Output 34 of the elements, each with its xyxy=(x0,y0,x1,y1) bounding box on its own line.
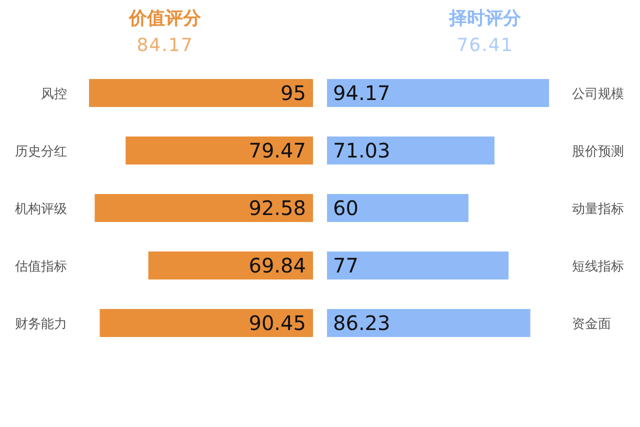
chart-title: 择时评分 xyxy=(448,8,522,29)
y-tick-label: 财务能力 xyxy=(15,317,67,332)
data-label: 95 xyxy=(280,81,306,105)
y-tick-label: 机构评级 xyxy=(15,202,67,217)
data-label: 71.03 xyxy=(333,138,390,162)
bar xyxy=(327,136,494,164)
data-label: 86.23 xyxy=(333,311,390,335)
data-label: 90.45 xyxy=(248,311,306,335)
data-label: 79.47 xyxy=(248,138,306,162)
bar xyxy=(148,252,313,280)
data-label: 77 xyxy=(333,254,358,278)
y-tick-label: 历史分红 xyxy=(15,144,67,160)
bar xyxy=(126,136,313,164)
bar xyxy=(89,79,313,107)
bar xyxy=(327,79,550,107)
data-label: 69.84 xyxy=(248,254,306,278)
data-label: 94.17 xyxy=(333,81,390,105)
bar xyxy=(327,252,509,280)
y-tick-label: 公司规模 xyxy=(572,87,624,102)
bar xyxy=(327,309,530,337)
y-tick-label: 估值指标 xyxy=(14,260,67,274)
data-label: 92.58 xyxy=(248,196,306,220)
bar xyxy=(327,194,468,222)
y-tick-label: 股价预测 xyxy=(572,144,624,160)
chart-title: 价值评分 xyxy=(128,8,202,29)
y-tick-label: 短线指标 xyxy=(572,260,624,274)
chart-subtitle: 84.17 xyxy=(136,35,194,56)
y-tick-label: 动量指标 xyxy=(572,202,624,217)
y-tick-label: 资金面 xyxy=(572,317,611,332)
data-label: 60 xyxy=(333,196,358,220)
bar xyxy=(100,309,313,337)
y-tick-label: 风控 xyxy=(41,87,67,102)
chart-subtitle: 76.41 xyxy=(456,35,514,56)
bar xyxy=(94,194,313,222)
